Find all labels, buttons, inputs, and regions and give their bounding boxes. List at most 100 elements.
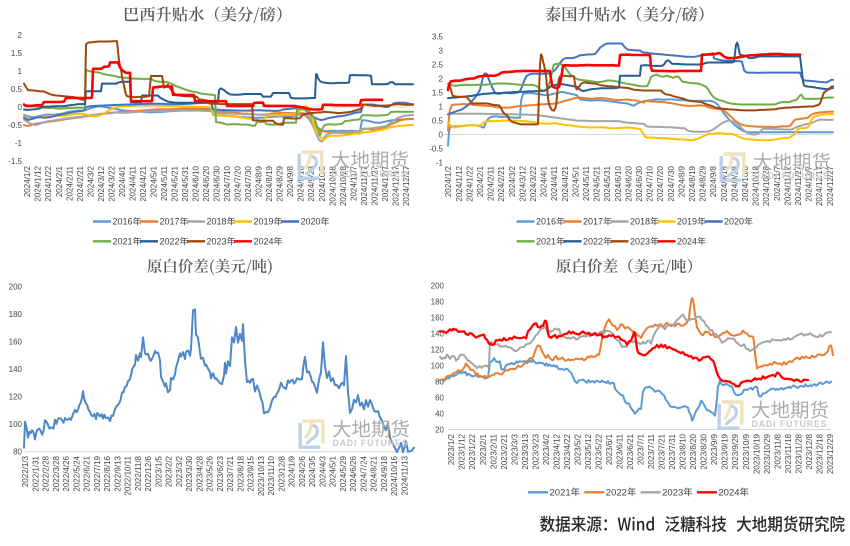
svg-text:2023/11/18: 2023/11/18: [784, 433, 793, 473]
svg-text:2024/7/20: 2024/7/20: [656, 165, 665, 201]
svg-text:2023/8/10: 2023/8/10: [679, 433, 688, 469]
svg-text:2024/1/22: 2024/1/22: [44, 165, 53, 201]
svg-text:0: 0: [18, 103, 23, 112]
svg-text:2024/5/11: 2024/5/11: [582, 165, 591, 201]
svg-text:2024/2/6: 2024/2/6: [298, 455, 307, 487]
svg-text:2024/6/20: 2024/6/20: [202, 165, 211, 201]
svg-text:2024/12/17: 2024/12/17: [391, 165, 400, 206]
svg-text:1.5: 1.5: [11, 49, 23, 58]
svg-text:2024/5/21: 2024/5/21: [171, 165, 180, 201]
svg-text:180: 180: [9, 310, 23, 319]
svg-text:2023/7/31: 2023/7/31: [668, 433, 677, 469]
svg-text:2017: 2017: [583, 217, 603, 227]
svg-text:2024/11/13: 2024/11/13: [400, 455, 409, 495]
svg-text:2023/3/30: 2023/3/30: [185, 455, 194, 491]
svg-text:2024/7/10: 2024/7/10: [646, 165, 655, 201]
svg-text:2021: 2021: [113, 237, 133, 247]
svg-text:2023/5/26: 2023/5/26: [206, 455, 215, 491]
svg-text:2024: 2024: [254, 237, 274, 247]
svg-text:2024/10/28: 2024/10/28: [762, 165, 771, 206]
svg-text:2024/3/22: 2024/3/22: [107, 165, 116, 201]
svg-text:2023/3/13: 2023/3/13: [521, 433, 530, 469]
svg-text:2024/1/12: 2024/1/12: [455, 165, 464, 201]
svg-text:2024/4/11: 2024/4/11: [128, 165, 137, 201]
svg-text:2023/2/1: 2023/2/1: [479, 433, 488, 465]
svg-text:2024/7/30: 2024/7/30: [667, 165, 676, 201]
svg-text:2024/3/22: 2024/3/22: [529, 165, 538, 201]
svg-text:2024/5/11: 2024/5/11: [160, 165, 169, 201]
svg-text:2024/8/21: 2024/8/21: [370, 455, 379, 491]
svg-text:2023/3/3: 2023/3/3: [510, 433, 519, 465]
svg-text:2024/1/2: 2024/1/2: [23, 165, 32, 197]
svg-text:2022/10/11: 2022/10/11: [124, 455, 133, 495]
svg-text:2024/6/30: 2024/6/30: [213, 165, 222, 201]
svg-text:2023/9/19: 2023/9/19: [721, 433, 730, 469]
svg-text:2024/10/18: 2024/10/18: [752, 165, 761, 206]
svg-text:2024/10/16: 2024/10/16: [390, 455, 399, 496]
svg-text:2024/4/3: 2024/4/3: [318, 455, 327, 487]
svg-text:2019: 2019: [677, 217, 697, 227]
svg-text:2023/7/1: 2023/7/1: [637, 433, 646, 465]
svg-text:2023/12/29: 2023/12/29: [826, 433, 835, 474]
svg-text:2023/6/11: 2023/6/11: [616, 433, 625, 469]
svg-text:2024/5/31: 2024/5/31: [603, 165, 612, 201]
svg-text:2022/2/28: 2022/2/28: [42, 455, 51, 491]
svg-text:2023/1/5: 2023/1/5: [154, 455, 163, 487]
svg-text:2023/9/29: 2023/9/29: [731, 433, 740, 469]
svg-text:2023/7/21: 2023/7/21: [226, 455, 235, 491]
svg-text:2024/5/29: 2024/5/29: [339, 455, 348, 491]
svg-text:2024/12/7: 2024/12/7: [805, 165, 814, 201]
svg-text:2024/11/27: 2024/11/27: [370, 165, 379, 205]
svg-text:2024/5/21: 2024/5/21: [593, 165, 602, 201]
svg-text:200: 200: [431, 282, 445, 291]
svg-text:2023/5/22: 2023/5/22: [595, 433, 604, 469]
svg-text:2024/5/31: 2024/5/31: [181, 165, 190, 201]
svg-text:2024/7/30: 2024/7/30: [244, 165, 253, 201]
svg-text:-1: -1: [15, 139, 23, 148]
svg-text:2024/5/1: 2024/5/1: [329, 455, 338, 487]
svg-text:2022/1/3: 2022/1/3: [21, 455, 30, 487]
svg-text:2024/1/2: 2024/1/2: [444, 165, 453, 197]
svg-text:-1.5: -1.5: [8, 157, 22, 166]
svg-text:2024/5/1: 2024/5/1: [149, 165, 158, 197]
svg-text:2024/1/12: 2024/1/12: [34, 165, 43, 201]
svg-text:2023/8/30: 2023/8/30: [700, 433, 709, 469]
svg-text:2023/2/2: 2023/2/2: [165, 455, 174, 487]
svg-text:2022/9/13: 2022/9/13: [114, 455, 123, 491]
svg-text:2024/9/28: 2024/9/28: [730, 165, 739, 201]
svg-text:2024/7/10: 2024/7/10: [223, 165, 232, 201]
svg-text:2018: 2018: [207, 217, 227, 227]
svg-text:2024/8/9: 2024/8/9: [677, 165, 686, 197]
svg-text:2023/10/29: 2023/10/29: [763, 433, 772, 474]
svg-text:2023/9/15: 2023/9/15: [247, 455, 256, 491]
svg-text:160: 160: [431, 314, 445, 323]
svg-text:2024/9/18: 2024/9/18: [720, 165, 729, 201]
svg-text:2024/3/12: 2024/3/12: [518, 165, 527, 201]
svg-text:2023/4/12: 2023/4/12: [552, 433, 561, 469]
svg-text:2023: 2023: [207, 237, 227, 247]
svg-text:2024/2/11: 2024/2/11: [487, 165, 496, 201]
svg-text:2022/7/19: 2022/7/19: [93, 455, 102, 491]
svg-text:2024/11/17: 2024/11/17: [783, 165, 792, 205]
svg-text:2023/1/2: 2023/1/2: [447, 433, 456, 465]
svg-text:1: 1: [18, 67, 23, 76]
svg-text:1: 1: [439, 102, 444, 111]
svg-text:2024/8/29: 2024/8/29: [276, 165, 285, 201]
svg-text:2024/6/10: 2024/6/10: [614, 165, 623, 201]
svg-text:2024/12/7: 2024/12/7: [381, 165, 390, 201]
svg-text:2: 2: [18, 31, 23, 40]
svg-text:2023: 2023: [630, 237, 650, 247]
svg-text:2024/2/21: 2024/2/21: [76, 165, 85, 201]
svg-text:2019: 2019: [254, 217, 274, 227]
svg-text:2024/6/10: 2024/6/10: [192, 165, 201, 201]
svg-text:2024/9/28: 2024/9/28: [307, 165, 316, 201]
svg-text:2024/10/8: 2024/10/8: [741, 165, 750, 201]
svg-text:2020: 2020: [301, 217, 321, 227]
svg-text:200: 200: [9, 283, 23, 292]
svg-text:2024/4/1: 2024/4/1: [118, 165, 127, 197]
svg-text:2023/4/28: 2023/4/28: [195, 455, 204, 491]
svg-text:2016: 2016: [536, 217, 556, 227]
svg-text:2024/2/21: 2024/2/21: [497, 165, 506, 201]
svg-text:2024/10/18: 2024/10/18: [328, 165, 337, 206]
svg-text:2023/12/8: 2023/12/8: [805, 433, 814, 469]
